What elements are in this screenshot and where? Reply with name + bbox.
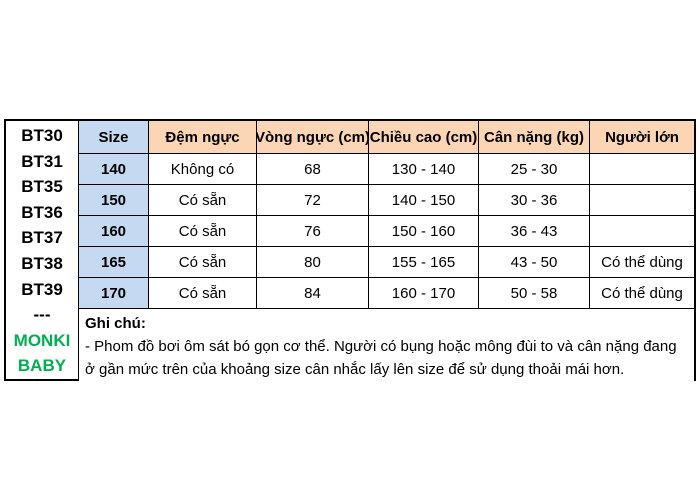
size-chart-panel: BT30 BT31 BT35 BT36 BT37 BT38 BT39 --- M… (4, 119, 696, 383)
cell-adult (590, 185, 694, 216)
product-code: BT36 (21, 202, 63, 222)
cell-size: 140 (79, 154, 149, 185)
header-cell-chest-pad: Đệm ngực (149, 121, 257, 154)
cell-size: 150 (79, 185, 149, 216)
separator-dashes: --- (33, 305, 51, 325)
cell-weight: 50 - 58 (479, 278, 590, 309)
product-code-column: BT30 BT31 BT35 BT36 BT37 BT38 BT39 --- M… (6, 121, 79, 379)
cell-chest-circumference: 80 (257, 247, 369, 278)
cell-adult: Có thể dùng (590, 247, 694, 278)
cell-chest-pad: Có sẵn (149, 185, 257, 216)
product-code: BT37 (21, 228, 63, 248)
brand-name-line2: BABY (17, 356, 67, 376)
header-cell-size: Size (79, 121, 149, 154)
product-code: BT38 (21, 253, 63, 273)
cell-chest-circumference: 76 (257, 216, 369, 247)
cell-weight: 43 - 50 (479, 247, 590, 278)
note-section: Ghi chú: - Phom đồ bơi ôm sát bó gọn cơ … (79, 309, 694, 383)
cell-chest-pad: Có sẵn (149, 278, 257, 309)
cell-height: 155 - 165 (369, 247, 479, 278)
cell-chest-pad: Có sẵn (149, 216, 257, 247)
cell-chest-circumference: 68 (257, 154, 369, 185)
cell-height: 140 - 150 (369, 185, 479, 216)
cell-chest-circumference: 72 (257, 185, 369, 216)
cell-weight: 25 - 30 (479, 154, 590, 185)
cell-height: 130 - 140 (369, 154, 479, 185)
cell-height: 150 - 160 (369, 216, 479, 247)
cell-adult (590, 216, 694, 247)
product-code: BT30 (21, 126, 63, 145)
header-cell-height: Chiều cao (cm) (369, 121, 479, 154)
cell-weight: 36 - 43 (479, 216, 590, 247)
cell-size: 160 (79, 216, 149, 247)
cell-size: 170 (79, 278, 149, 309)
cell-adult: Có thể dùng (590, 278, 694, 309)
product-code: BT31 (21, 151, 63, 171)
header-cell-chest-circumference: Vòng ngực (cm) (257, 121, 369, 154)
size-table: Size Đệm ngực Vòng ngực (cm) Chiều cao (… (79, 121, 694, 383)
cell-chest-circumference: 84 (257, 278, 369, 309)
brand-name-line1: MONKI (13, 330, 71, 350)
product-code: BT39 (21, 279, 63, 299)
cell-chest-pad: Có sẵn (149, 247, 257, 278)
cell-chest-pad: Không có (149, 154, 257, 185)
cell-height: 160 - 170 (369, 278, 479, 309)
note-body: - Phom đồ bơi ôm sát bó gọn cơ thể. Ngườ… (85, 338, 677, 378)
cell-adult (590, 154, 694, 185)
header-cell-adult: Người lớn (590, 121, 694, 154)
product-code: BT35 (21, 177, 63, 197)
note-title: Ghi chú: (85, 315, 146, 332)
header-cell-weight: Cân nặng (kg) (479, 121, 590, 154)
cell-weight: 30 - 36 (479, 185, 590, 216)
cell-size: 165 (79, 247, 149, 278)
